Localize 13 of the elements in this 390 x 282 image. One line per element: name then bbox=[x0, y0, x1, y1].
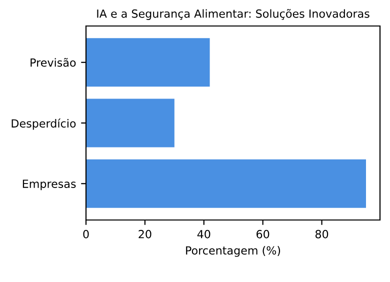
chart-title: IA e a Segurança Alimentar: Soluções Inovadoras bbox=[97, 9, 370, 20]
x-tick-label: 80 bbox=[315, 230, 328, 238]
bar bbox=[86, 98, 174, 148]
bar bbox=[86, 159, 366, 208]
bar bbox=[86, 38, 210, 87]
y-tick-label: Empresas bbox=[22, 180, 76, 190]
x-tick-label: 20 bbox=[138, 230, 152, 238]
x-tick-label: 0 bbox=[83, 230, 89, 238]
x-axis-title: Porcentagem (%) bbox=[186, 246, 280, 257]
x-tick-label: 60 bbox=[256, 230, 270, 238]
x-tick-label: 40 bbox=[197, 230, 210, 238]
y-tick-label: Previsão bbox=[30, 58, 76, 67]
y-tick-label: Desperdício bbox=[12, 118, 76, 130]
